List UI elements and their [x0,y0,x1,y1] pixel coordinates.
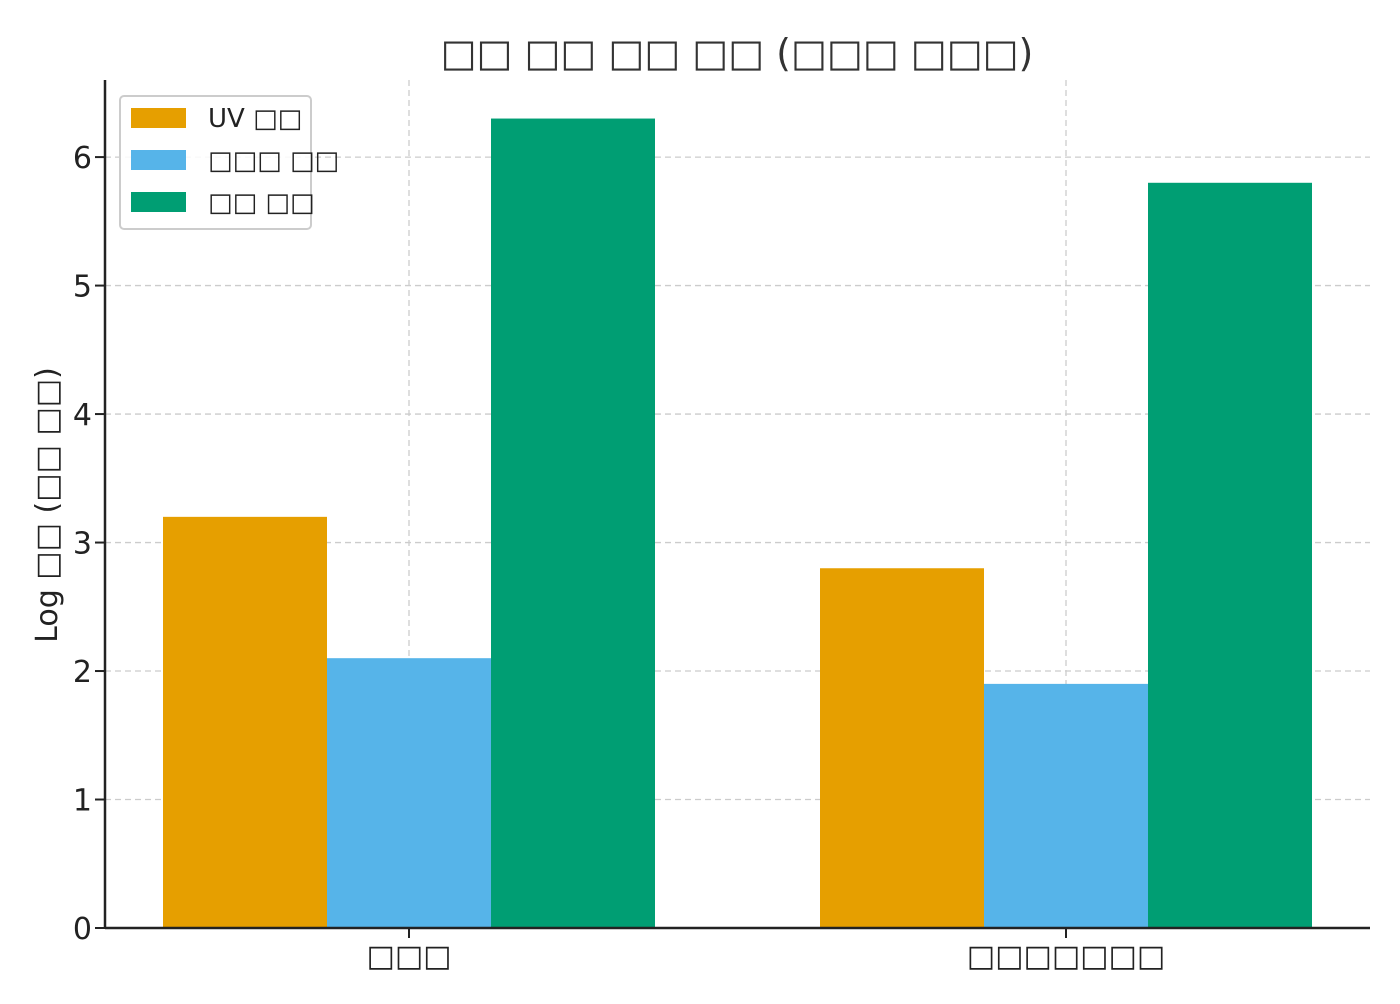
y-tick-label: 2 [73,655,92,690]
legend-swatch [131,150,186,170]
bar [491,118,655,928]
x-tick-label: □□□ [366,939,451,974]
x-tick-label: □□□□□□□ [967,939,1165,974]
bar [984,683,1148,928]
legend-label: □□□ □□ [208,146,339,176]
legend: UV □□ □□□ □□ □□ □□ [119,95,339,230]
legend-swatch [131,108,186,128]
bars [163,118,1312,929]
y-tick-label: 4 [73,398,92,433]
legend-label: UV □□ [208,104,302,134]
y-tick-label: 1 [73,784,92,819]
y-axis-label: Log □□ (□□ □□) [30,367,65,643]
axes [103,80,1370,930]
bar [327,658,491,928]
y-tick-label: 0 [73,912,92,947]
legend-label: □□ □□ [208,188,315,218]
bar [163,516,327,928]
bar [820,568,984,928]
legend-swatch [131,192,186,212]
bar [1148,182,1312,929]
y-tick-label: 3 [73,527,92,562]
y-tick-label: 5 [73,270,92,305]
chart-title: □□ □□ □□ □□ (□□□ □□□) [441,31,1034,75]
y-tick-label: 6 [73,141,92,176]
